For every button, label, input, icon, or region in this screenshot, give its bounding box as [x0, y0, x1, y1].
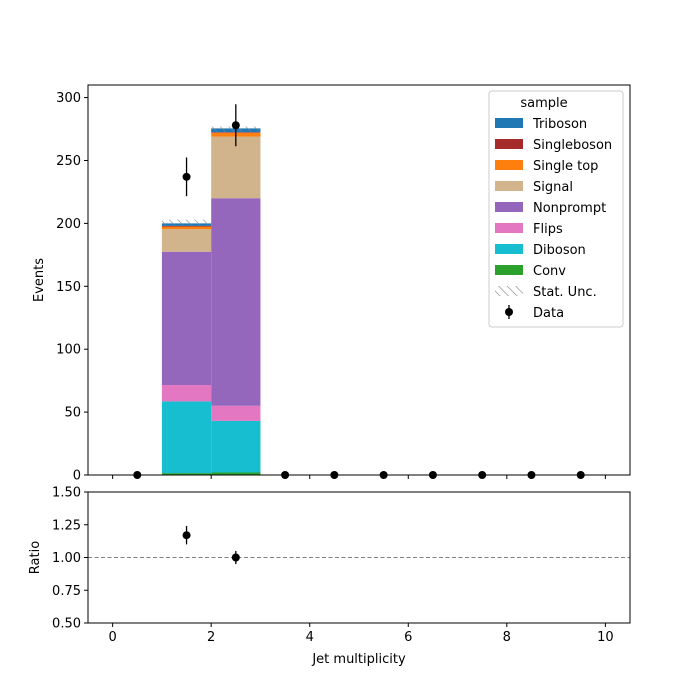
legend-swatch-triboson [495, 118, 523, 128]
ratio-y-axis-label: Ratio [28, 541, 43, 574]
legend-swatch-signal [495, 181, 523, 191]
legend-label-data: Data [533, 306, 564, 321]
bar-nonprompt-bin-1 [211, 198, 261, 406]
y-tick-label-2: 1.00 [52, 551, 81, 566]
ratio-y-ticks: 0.50 0.75 1.00 1.25 1.50 [52, 486, 88, 632]
ratio-x-ticks: 0 2 4 6 8 10 [108, 623, 614, 645]
bar-nonprompt-bin-0 [161, 251, 212, 386]
legend-swatch-single-top [495, 160, 523, 170]
legend-label-conv: Conv [533, 264, 566, 279]
y-tick-label-0: 0 [73, 469, 81, 484]
legend-items: Triboson Singleboson Single top Signal Nonpr… [495, 117, 612, 321]
legend-label-single-top: Single top [533, 159, 598, 174]
legend-swatch-flips [495, 223, 523, 233]
main-plot: 0 50 100 150 200 250 300 Events [32, 84, 631, 484]
y-tick-label-3: 150 [56, 280, 81, 295]
ratio-plot: 0.50 0.75 1.00 1.25 1.50 0 2 4 6 8 10 Ratio Jet m… [28, 486, 631, 667]
y-tick-label-5: 250 [56, 154, 81, 169]
x-tick-label-0: 0 [108, 630, 116, 645]
y-tick-label-4: 1.50 [52, 486, 81, 501]
legend-label-flips: Flips [533, 222, 563, 237]
legend-label-stat-unc: Stat. Unc. [533, 285, 597, 300]
y-tick-label-2: 100 [56, 343, 81, 358]
legend-swatch-conv [495, 265, 523, 275]
bar-singleboson-bin-0 [161, 225, 212, 227]
legend-swatch-stat-unc [495, 286, 523, 296]
bar-single-top-bin-0 [161, 226, 212, 230]
bar-diboson-bin-0 [161, 401, 212, 474]
legend-marker-data [505, 308, 513, 316]
main-plot-frame [87, 84, 631, 476]
legend-label-diboson: Diboson [533, 243, 586, 258]
bar-diboson-bin-1 [211, 420, 261, 473]
y-tick-label-0: 0.50 [52, 617, 81, 632]
x-tick-label-5: 10 [597, 630, 614, 645]
x-tick-label-1: 2 [207, 630, 215, 645]
x-tick-label-4: 8 [503, 630, 511, 645]
legend: sample Triboson Singleboson Single top Sign… [488, 90, 624, 328]
legend-label-singleboson: Singleboson [533, 138, 612, 153]
x-tick-label-3: 6 [404, 630, 412, 645]
main-y-axis-label: Events [32, 258, 47, 302]
bar-signal-bin-0 [161, 229, 212, 252]
y-tick-label-3: 1.25 [52, 518, 81, 533]
data-point-1 [182, 172, 191, 181]
bar-signal-bin-1 [211, 136, 261, 199]
stacked-bars [161, 128, 261, 475]
main-y-ticks: 0 50 100 150 200 250 300 [56, 91, 88, 484]
ratio-x-axis-label: Jet multiplicity [311, 652, 406, 667]
main-x-ticks [112, 475, 606, 479]
bar-triboson-bin-0 [161, 223, 212, 226]
legend-title: sample [520, 96, 567, 111]
bar-conv-bin-0 [161, 473, 212, 475]
bar-conv-bin-1 [211, 472, 261, 475]
ratio-point-1 [231, 553, 240, 562]
legend-swatch-nonprompt [495, 202, 523, 212]
y-tick-label-6: 300 [56, 91, 81, 106]
legend-label-triboson: Triboson [532, 117, 587, 132]
y-tick-label-4: 200 [56, 217, 81, 232]
ratio-points [182, 526, 240, 565]
legend-label-nonprompt: Nonprompt [533, 201, 606, 216]
legend-swatch-singleboson [495, 139, 523, 149]
bar-flips-bin-1 [211, 405, 261, 421]
legend-swatch-diboson [495, 244, 523, 254]
y-tick-label-1: 0.75 [52, 584, 81, 599]
data-point-2 [231, 121, 240, 130]
y-tick-label-1: 50 [64, 406, 81, 421]
stat-unc-band-bin-0 [161, 219, 212, 225]
bar-flips-bin-0 [161, 385, 212, 402]
x-tick-label-2: 4 [306, 630, 314, 645]
ratio-point-0 [182, 531, 191, 540]
legend-label-signal: Signal [533, 180, 573, 195]
